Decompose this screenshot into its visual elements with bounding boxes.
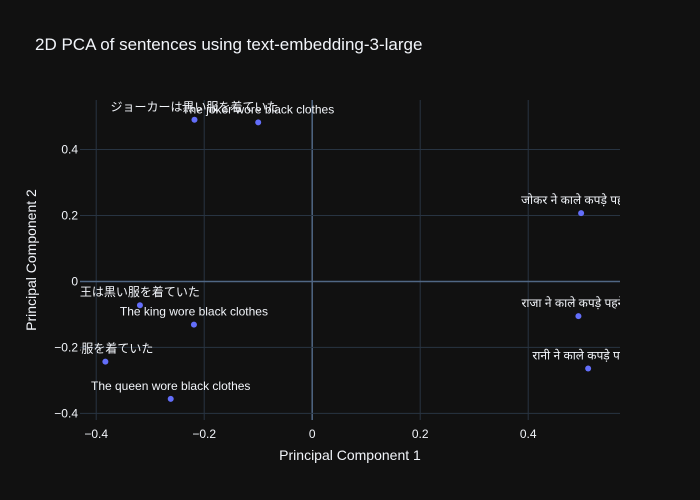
data-point [167, 395, 174, 402]
chart-title: 2D PCA of sentences using text-embedding… [35, 35, 422, 54]
data-point-label: जोकर ने काले कपड़े पहने थे [521, 193, 641, 207]
tick-layer: −0.4 −0.2 0 0.2 0.4 −0.4 −0.2 0 0.2 0.4 [54, 142, 537, 441]
y-tick-label: 0.2 [61, 208, 78, 222]
data-point-label: रानी ने काले कपड़े पहने थे [532, 349, 644, 363]
data-point [578, 210, 585, 217]
plot-area [80, 100, 620, 420]
data-point-label: The joker wore black clothes [182, 102, 334, 116]
data-point-label: राजा ने काले कपड़े पहने थे [522, 296, 636, 310]
data-point [255, 119, 262, 126]
x-tick-label: 0.2 [412, 427, 429, 441]
data-point-label: The king wore black clothes [120, 305, 268, 319]
y-axis-title: Principal Component 2 [23, 189, 39, 331]
data-point [191, 116, 198, 123]
data-point [190, 321, 197, 328]
data-point [575, 313, 582, 320]
y-tick-label: −0.4 [54, 406, 78, 420]
data-point [102, 358, 109, 365]
data-point-label: 黒い服を着ていた [57, 341, 153, 356]
y-tick-label: 0.4 [61, 142, 78, 156]
y-tick-label: 0 [71, 274, 78, 288]
data-point-label: The queen wore black clothes [91, 379, 250, 393]
data-point [585, 365, 592, 372]
data-point-label: 王は黒い服を着ていた [80, 284, 200, 299]
x-tick-label: 0 [309, 427, 316, 441]
data-point-label: ジョーカーは黒い服を着ていた [110, 99, 278, 114]
x-axis-title: Principal Component 1 [279, 447, 421, 463]
grid-layer [80, 100, 620, 420]
x-tick-label: 0.4 [520, 427, 537, 441]
x-tick-label: −0.2 [192, 427, 216, 441]
y-tick-label: −0.2 [54, 340, 78, 354]
data-point [136, 302, 143, 309]
x-tick-label: −0.4 [84, 427, 108, 441]
